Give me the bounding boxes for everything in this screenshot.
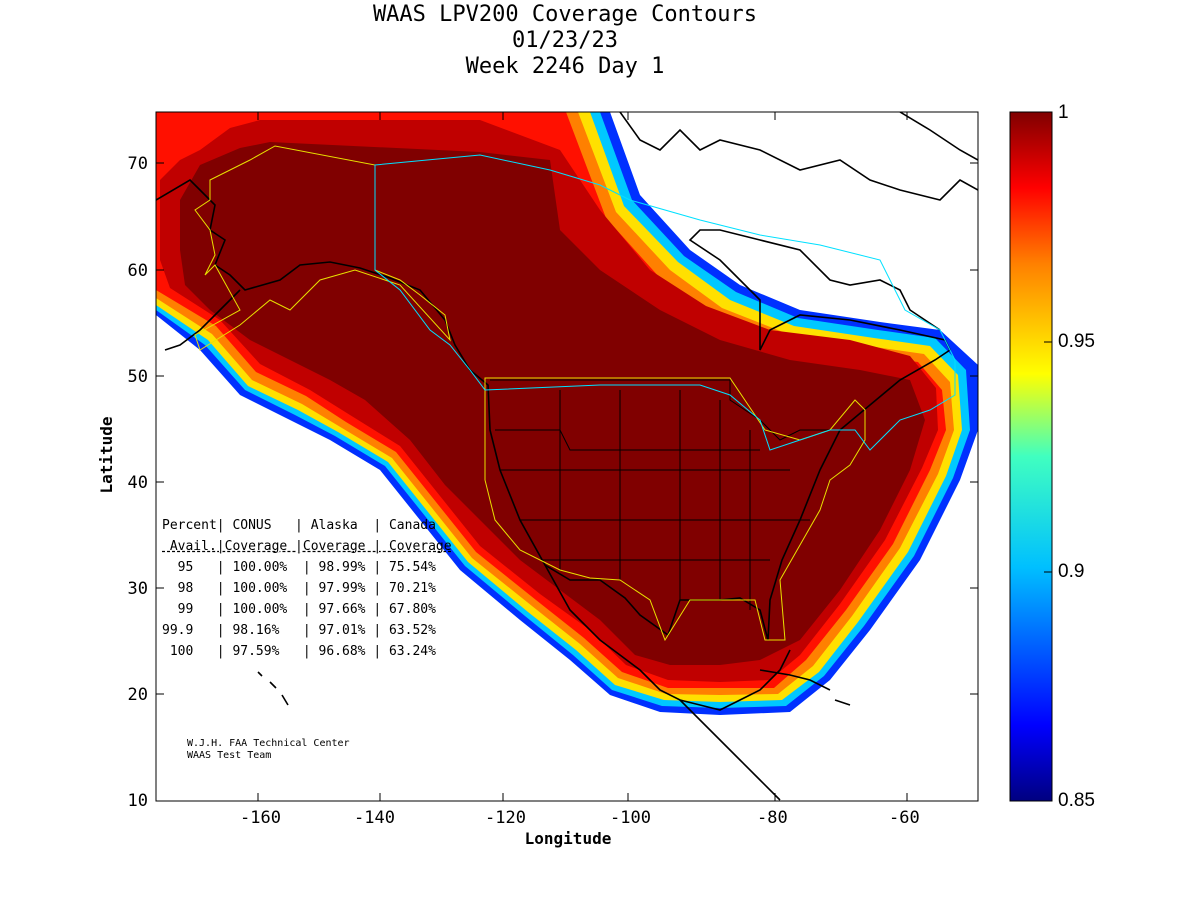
stats-row: 99 | 100.00% | 97.66% | 67.80% [162,602,436,617]
chart-title: WAAS LPV200 Coverage Contours [372,2,758,27]
alaska-peninsula [164,289,241,351]
axis-ticks [156,112,978,801]
region-boundaries [194,145,956,642]
y-tick-labels: 70 60 50 40 30 20 10 [128,154,148,811]
colorbar-tick-label: 1 [1058,102,1069,123]
stats-row: 95 | 100.00% | 98.99% | 75.54% [162,560,436,575]
x-axis-label: Longitude [525,829,612,848]
colorbar-ticks [1044,341,1052,573]
canada-boundary [374,154,956,451]
caribbean-islands [759,669,851,706]
plot-frame [155,111,979,802]
y-tick-label: 70 [128,154,148,174]
x-tick-label: -160 [240,808,281,828]
x-tick-labels: -160 -140 -120 -100 -80 -60 [240,808,920,828]
stats-row: 100 | 97.59% | 96.68% | 63.24% [162,644,436,659]
hawaii-islands [257,671,289,706]
colorbar-tick-label: 0.85 [1058,790,1095,811]
central-america-coast [679,699,781,801]
stats-row: 99.9 | 98.16% | 97.01% | 63.52% [162,623,436,638]
y-tick-label: 10 [128,791,148,811]
stats-header-1: Percent| CONUS | Alaska | Canada [162,518,436,533]
y-tick-label: 50 [128,367,148,387]
stats-header-2: Avail.|Coverage |Coverage | Coverage [162,539,452,554]
chart-week-day: Week 2246 Day 1 [465,54,665,79]
credit-line-2: WAAS Test Team [187,750,272,761]
colorbar [1009,111,1053,802]
colorbar-tick-label: 0.9 [1058,561,1085,582]
stats-row: 98 | 100.00% | 97.99% | 70.21% [162,581,436,596]
y-tick-label: 60 [128,261,148,281]
y-tick-label: 40 [128,473,148,493]
credit-line-1: W.J.H. FAA Technical Center [187,738,350,749]
y-tick-label: 20 [128,685,148,705]
chart-date: 01/23/23 [512,28,618,53]
y-tick-label: 30 [128,579,148,599]
arctic-islands [619,112,978,201]
x-tick-label: -140 [354,808,395,828]
mexico-coast [544,564,791,711]
conus-boundary [484,377,866,642]
contour-1.0 [180,142,925,665]
greenland-coast [899,112,978,161]
coverage-contours [156,112,978,715]
x-tick-label: -100 [610,808,651,828]
x-tick-label: -80 [757,808,788,828]
x-tick-label: -60 [889,808,920,828]
colorbar-tick-label: 0.95 [1058,331,1095,352]
x-tick-label: -120 [485,808,526,828]
y-axis-label: Latitude [97,416,116,493]
